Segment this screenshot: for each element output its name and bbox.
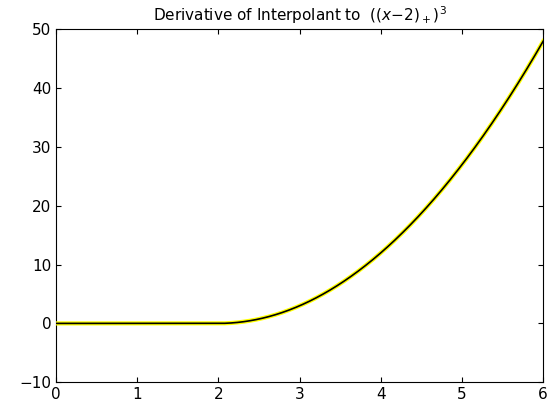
Title: Derivative of Interpolant to  $((x\mathregular{-}2)_+)^3$: Derivative of Interpolant to $((x\mathre…: [153, 4, 446, 26]
